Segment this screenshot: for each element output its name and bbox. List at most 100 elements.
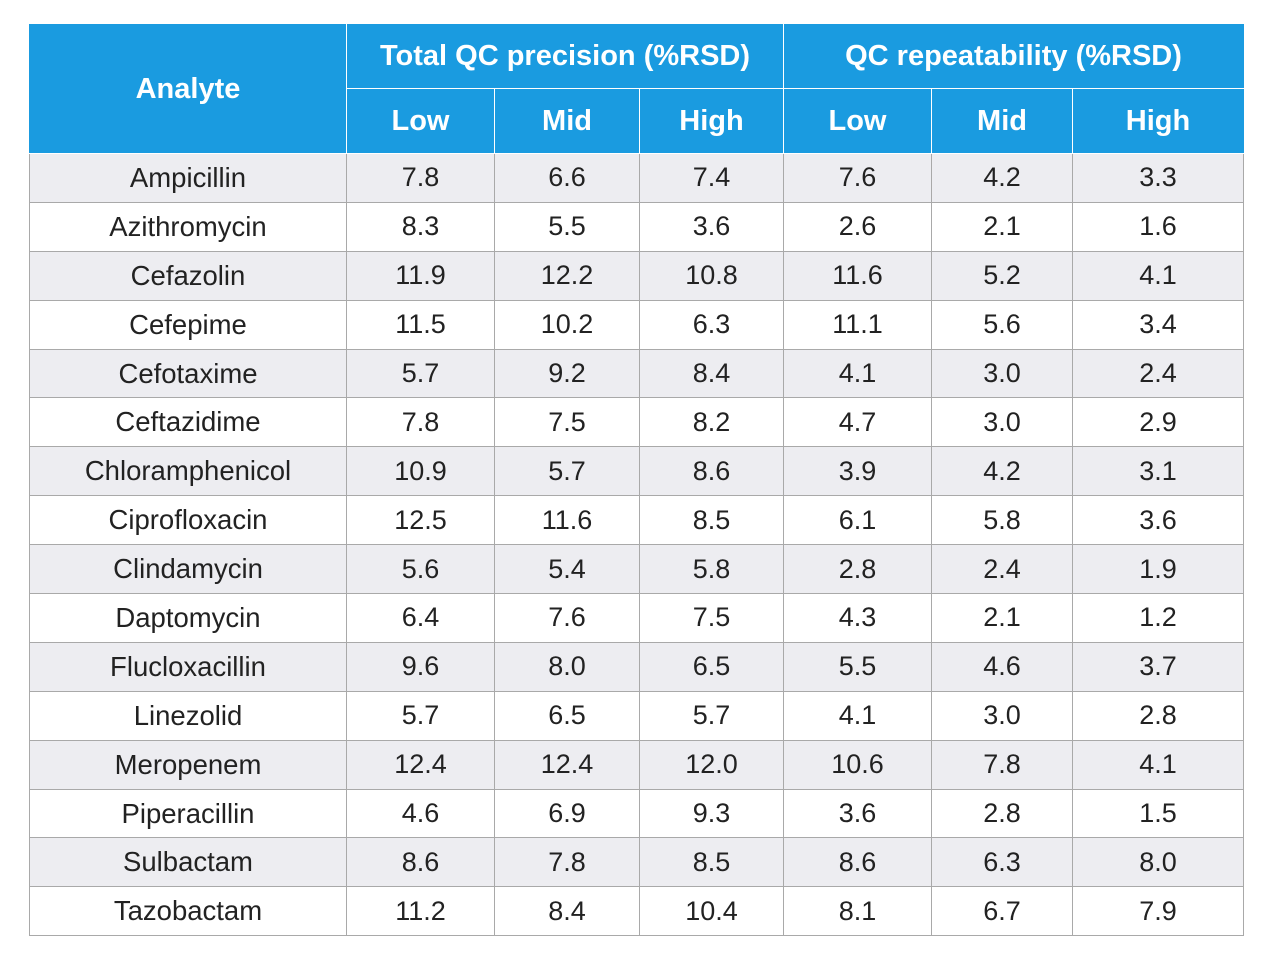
total-mid-cell: 10.2 <box>494 299 640 350</box>
total-low-cell: 8.6 <box>346 837 495 888</box>
repeat-high-cell: 2.9 <box>1071 397 1245 448</box>
repeat-high-cell: 3.3 <box>1071 153 1245 203</box>
table-row: Azithromycin 8.3 5.5 3.6 2.6 2.1 1.6 <box>29 201 1245 252</box>
table-row: Piperacillin 4.6 6.9 9.3 3.6 2.8 1.5 <box>29 788 1245 839</box>
analyte-cell: Azithromycin <box>29 201 347 252</box>
repeat-low-cell: 4.1 <box>783 690 932 741</box>
table-row: Sulbactam 8.6 7.8 8.5 8.6 6.3 8.0 <box>29 837 1245 888</box>
total-high-cell: 8.5 <box>639 495 784 546</box>
repeat-mid-cell: 2.1 <box>931 593 1073 643</box>
total-low-cell: 6.4 <box>346 593 495 643</box>
table-row: Clindamycin 5.6 5.4 5.8 2.8 2.4 1.9 <box>29 544 1245 595</box>
total-mid-cell: 8.4 <box>494 886 640 937</box>
table-row: Cefazolin 11.9 12.2 10.8 11.6 5.2 4.1 <box>29 250 1245 301</box>
qc-repeatability-header: QC repeatability (%RSD) <box>782 24 1245 89</box>
repeat-high-cell: 1.2 <box>1071 593 1245 643</box>
total-high-cell: 8.5 <box>639 837 784 888</box>
repeat-mid-cell: 6.3 <box>931 837 1073 888</box>
analyte-cell: Linezolid <box>29 690 347 741</box>
repeat-mid-cell: 4.6 <box>931 641 1073 692</box>
total-low-cell: 5.7 <box>346 348 495 399</box>
table-row: Tazobactam 11.2 8.4 10.4 8.1 6.7 7.9 <box>29 886 1245 937</box>
repeat-low-cell: 3.6 <box>783 788 932 839</box>
total-high-cell: 7.5 <box>639 593 784 643</box>
repeat-low-cell: 8.6 <box>783 837 932 888</box>
repeat-mid-cell: 3.0 <box>931 348 1073 399</box>
total-mid-cell: 12.2 <box>494 250 640 301</box>
total-mid-cell: 7.6 <box>494 593 640 643</box>
repeat-mid-cell: 5.6 <box>931 299 1073 350</box>
analyte-cell: Tazobactam <box>29 886 347 937</box>
analyte-cell: Cefazolin <box>29 250 347 301</box>
repeat-low-cell: 11.1 <box>783 299 932 350</box>
repeat-mid-cell: 2.4 <box>931 544 1073 595</box>
repeat-mid-cell: 3.0 <box>931 690 1073 741</box>
repeat-mid-cell: 4.2 <box>931 153 1073 203</box>
total-low-cell: 11.9 <box>346 250 495 301</box>
total-mid-cell: 8.0 <box>494 641 640 692</box>
repeat-high-cell: 3.6 <box>1071 495 1245 546</box>
total-low-cell: 11.2 <box>346 886 495 937</box>
analyte-column-header: Analyte <box>29 24 347 154</box>
repeat-low-cell: 3.9 <box>783 446 932 497</box>
total-high-cell: 8.2 <box>639 397 784 448</box>
total-high-cell: 8.4 <box>639 348 784 399</box>
total-low-cell: 4.6 <box>346 788 495 839</box>
sub-header-high: High <box>1071 88 1245 154</box>
repeat-high-cell: 2.4 <box>1071 348 1245 399</box>
table-row: Chloramphenicol 10.9 5.7 8.6 3.9 4.2 3.1 <box>29 446 1245 497</box>
total-low-cell: 8.3 <box>346 201 495 252</box>
total-high-cell: 10.8 <box>639 250 784 301</box>
sub-header-mid: Mid <box>494 88 640 154</box>
total-mid-cell: 7.5 <box>494 397 640 448</box>
table-row: Cefepime 11.5 10.2 6.3 11.1 5.6 3.4 <box>29 299 1245 350</box>
total-low-cell: 12.4 <box>346 739 495 790</box>
table-row: Daptomycin 6.4 7.6 7.5 4.3 2.1 1.2 <box>29 593 1245 643</box>
repeat-high-cell: 3.1 <box>1071 446 1245 497</box>
total-high-cell: 3.6 <box>639 201 784 252</box>
total-mid-cell: 12.4 <box>494 739 640 790</box>
table-row: Ceftazidime 7.8 7.5 8.2 4.7 3.0 2.9 <box>29 397 1245 448</box>
analyte-cell: Piperacillin <box>29 788 347 839</box>
total-mid-cell: 11.6 <box>494 495 640 546</box>
analyte-cell: Cefepime <box>29 299 347 350</box>
analyte-cell: Ampicillin <box>29 153 347 203</box>
repeat-mid-cell: 3.0 <box>931 397 1073 448</box>
total-low-cell: 11.5 <box>346 299 495 350</box>
table-row: Ampicillin 7.8 6.6 7.4 7.6 4.2 3.3 <box>29 153 1245 203</box>
total-high-cell: 12.0 <box>639 739 784 790</box>
analyte-cell: Flucloxacillin <box>29 641 347 692</box>
sub-header-low: Low <box>346 88 495 154</box>
total-high-cell: 7.4 <box>639 153 784 203</box>
total-high-cell: 6.5 <box>639 641 784 692</box>
repeat-low-cell: 2.8 <box>783 544 932 595</box>
table-row: Ciprofloxacin 12.5 11.6 8.5 6.1 5.8 3.6 <box>29 495 1245 546</box>
table-body: Ampicillin 7.8 6.6 7.4 7.6 4.2 3.3 Azithromycin… <box>29 153 1245 937</box>
total-mid-cell: 9.2 <box>494 348 640 399</box>
precision-table: Analyte Total QC precision (%RSD) QC rep… <box>29 24 1245 937</box>
repeat-high-cell: 8.0 <box>1071 837 1245 888</box>
repeat-mid-cell: 7.8 <box>931 739 1073 790</box>
repeat-low-cell: 4.3 <box>783 593 932 643</box>
total-high-cell: 10.4 <box>639 886 784 937</box>
repeat-low-cell: 7.6 <box>783 153 932 203</box>
repeat-low-cell: 8.1 <box>783 886 932 937</box>
repeat-high-cell: 4.1 <box>1071 250 1245 301</box>
table-row: Linezolid 5.7 6.5 5.7 4.1 3.0 2.8 <box>29 690 1245 741</box>
sub-header-low: Low <box>783 88 932 154</box>
repeat-low-cell: 10.6 <box>783 739 932 790</box>
total-low-cell: 7.8 <box>346 153 495 203</box>
total-high-cell: 6.3 <box>639 299 784 350</box>
repeat-high-cell: 1.9 <box>1071 544 1245 595</box>
repeat-mid-cell: 2.8 <box>931 788 1073 839</box>
repeat-high-cell: 7.9 <box>1071 886 1245 937</box>
repeat-low-cell: 4.1 <box>783 348 932 399</box>
total-high-cell: 8.6 <box>639 446 784 497</box>
repeat-mid-cell: 6.7 <box>931 886 1073 937</box>
sub-header-mid: Mid <box>931 88 1073 154</box>
analyte-cell: Chloramphenicol <box>29 446 347 497</box>
total-high-cell: 5.8 <box>639 544 784 595</box>
total-mid-cell: 5.4 <box>494 544 640 595</box>
total-mid-cell: 7.8 <box>494 837 640 888</box>
repeat-mid-cell: 5.2 <box>931 250 1073 301</box>
